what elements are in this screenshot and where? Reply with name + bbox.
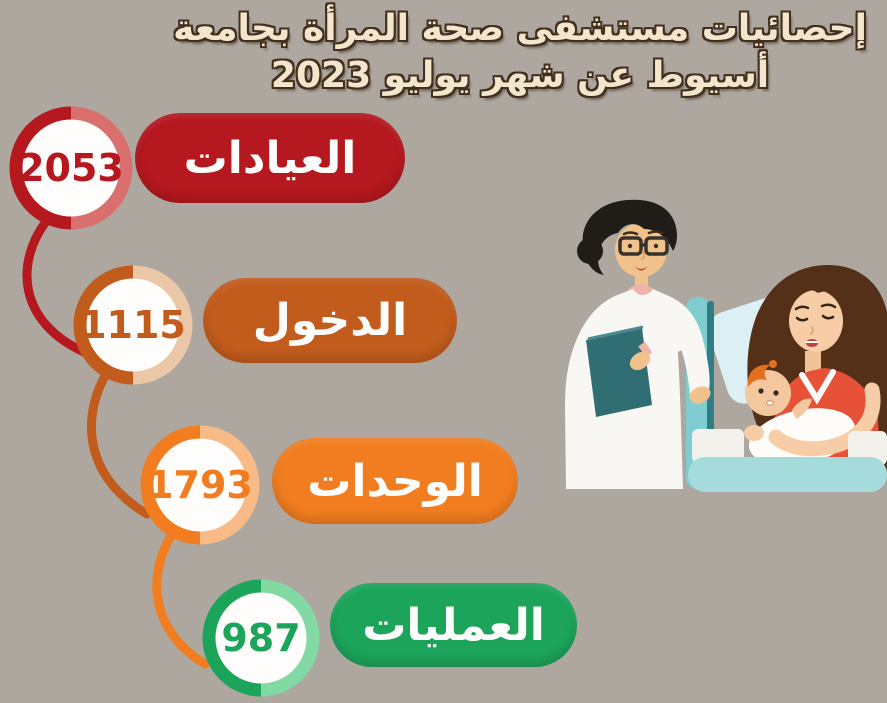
bed-rail [688,457,887,492]
doctor-mother-baby-illustration [565,199,887,492]
eyebrow [647,230,664,235]
baby-hair [747,364,770,387]
eye [795,316,809,322]
ring-right [260,579,320,697]
eyebrow [794,305,810,311]
stat-pill-operations: العمليات [330,583,577,667]
clipboard [586,328,652,417]
doctor-hand-extended [689,386,711,404]
stat-pill-clinics: العيادات [135,113,405,203]
stat-label: العمليات [362,599,545,651]
bed-front [688,429,887,492]
connector-line-3 [152,531,210,669]
baby-hair-curl [769,360,777,368]
mother-neck [805,351,821,373]
mother-hand [744,425,764,441]
clipboard-edge [587,325,644,341]
mattress [848,431,887,465]
stat-circle-operations [202,579,320,697]
nose [641,250,646,260]
ring-right [70,106,133,230]
doctor-hand-on-clipboard [629,351,651,371]
mouth [635,266,648,271]
stat-circle-admissions [73,265,193,385]
baby-mouth [766,400,774,406]
title-line-2: أسيوط عن شهر يوليو 2023 [270,54,770,96]
title-line-1: إحصائيات مستشفى صحة المرأة بجامعة [173,8,867,49]
ring-left [9,106,72,230]
baby-eye [758,388,764,394]
mother-hair-front [788,274,854,307]
sleeve-cuff [638,341,653,358]
doctor-sleeve [648,297,683,360]
eyebrow [820,303,837,309]
stat-circle-units [140,425,260,545]
stat-value-units: 1793 [147,463,253,507]
eye [627,243,633,249]
baby-arm [792,398,812,419]
ring-right [132,265,193,385]
connector-line-1 [22,214,89,357]
ring-left [140,425,201,545]
doctor-figure [565,199,711,489]
collar-trim [799,369,836,405]
eye [821,314,835,320]
nose [810,326,814,335]
stat-pill-admissions: الدخول [203,278,457,363]
stat-value-admissions: 1115 [80,303,186,347]
doctor-hair-bun [577,238,603,264]
stat-value-operations: 987 [221,616,301,660]
stat-value-clinics: 2053 [18,146,124,190]
eye [653,243,659,249]
ring-left [202,579,262,697]
page-title: إحصائيات مستشفى صحة المرأة بجامعة أسيوط … [140,6,887,100]
baby-figure [744,360,881,466]
connector-line-2 [86,369,152,519]
stat-circle-clinics [9,106,133,230]
baby-eye [773,390,779,396]
mattress [692,429,744,463]
stat-pill-units: الوحدات [272,438,518,524]
ring-right [199,425,260,545]
mother-arm [768,382,881,457]
stat-label: العيادات [183,132,357,184]
stat-label: الدخول [252,295,408,346]
eyebrow [622,231,639,236]
doctor-hair [582,199,677,275]
stat-label: الوحدات [307,455,483,507]
ring-left [73,265,134,385]
baby-head [745,370,791,416]
